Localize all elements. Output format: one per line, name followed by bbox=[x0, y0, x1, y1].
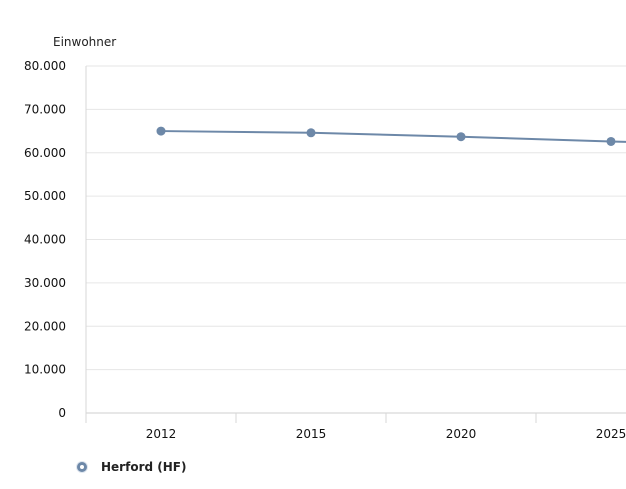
series-line bbox=[160, 130, 626, 143]
x-tick-label: 2020 bbox=[446, 427, 477, 441]
y-tick-label: 50.000 bbox=[24, 189, 66, 203]
y-tick-label: 70.000 bbox=[24, 102, 66, 116]
y-tick-label: 30.000 bbox=[24, 276, 66, 290]
y-tick-label: 0 bbox=[58, 406, 66, 420]
data-point[interactable] bbox=[606, 136, 616, 146]
x-axis: 2012 2015 2020 2025 bbox=[85, 66, 626, 441]
x-tick-label: 2025 bbox=[596, 427, 626, 441]
legend-label[interactable]: Herford (HF) bbox=[101, 460, 187, 474]
y-tick-label: 80.000 bbox=[24, 59, 66, 73]
legend: Herford (HF) bbox=[77, 460, 186, 474]
data-point[interactable] bbox=[456, 132, 466, 142]
data-point[interactable] bbox=[156, 126, 166, 136]
grid-lines bbox=[86, 65, 626, 414]
y-tick-label: 40.000 bbox=[24, 233, 66, 247]
y-tick-label: 20.000 bbox=[24, 319, 66, 333]
y-tick-label: 60.000 bbox=[24, 146, 66, 160]
data-point[interactable] bbox=[306, 128, 316, 138]
x-tick-label: 2015 bbox=[296, 427, 327, 441]
legend-marker-icon[interactable] bbox=[77, 462, 87, 472]
y-tick-label: 10.000 bbox=[24, 363, 66, 377]
y-axis-label: Einwohner bbox=[53, 35, 116, 49]
x-tick-label: 2012 bbox=[146, 427, 177, 441]
points-group bbox=[156, 126, 616, 146]
y-ticks: 0 10.000 20.000 30.000 40.000 50.000 60.000 70.… bbox=[24, 59, 66, 420]
series-line-group bbox=[160, 130, 626, 143]
